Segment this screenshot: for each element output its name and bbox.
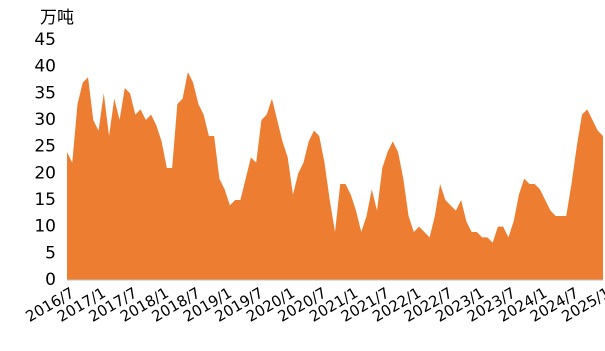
y-tick-label: 30 [34, 110, 56, 130]
y-tick-label: 40 [34, 57, 56, 77]
y-tick-label: 25 [34, 137, 56, 157]
y-tick-label: 0 [45, 270, 56, 290]
area [67, 72, 603, 280]
y-tick-label: 45 [34, 30, 56, 50]
y-tick-label: 5 [45, 243, 56, 263]
y-tick-label: 35 [34, 83, 56, 103]
y-tick-label: 20 [34, 163, 56, 183]
y-unit: 万吨 [40, 8, 74, 28]
y-tick-label: 10 [34, 217, 56, 237]
y-tick-label: 15 [34, 190, 56, 210]
